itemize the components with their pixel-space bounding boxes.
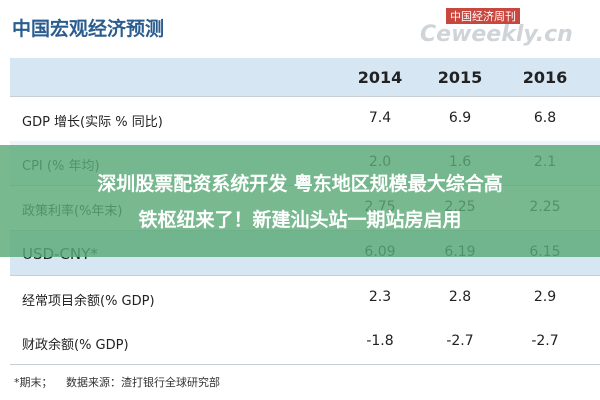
table-row: 财政余额(% GDP) -1.8 -2.7 -2.7 [10, 320, 600, 365]
column-header: 2015 [437, 68, 483, 87]
cell-value: 2.3 [368, 289, 392, 305]
overlay-text: 铁枢纽来了！新建汕头站一期站房启用 [138, 209, 462, 231]
cell-value: 6.9 [448, 110, 472, 126]
overlay-text: 深圳股票配资系统开发 粤东地区规模最大综合高 [97, 173, 503, 195]
footnote-source: 数据来源：渣打银行全球研究部 [66, 376, 220, 389]
footnote-mark: *期末； [14, 376, 53, 389]
cell-value: -1.8 [366, 333, 394, 349]
cell-value: 2.8 [448, 289, 472, 305]
cell-value: -2.7 [531, 333, 559, 349]
header-row: 2014 2015 2016 [10, 58, 600, 97]
overlay-banner: 深圳股票配资系统开发 粤东地区规模最大综合高 铁枢纽来了！新建汕头站一期站房启用 [0, 145, 600, 257]
row-label: GDP 增长(实际 % 同比) [22, 115, 163, 130]
watermark: Ceweekly.cn [420, 22, 573, 47]
column-header: 2016 [522, 68, 568, 87]
row-label: 经常项目余额(% GDP) [22, 294, 155, 309]
column-header: 2014 [357, 68, 403, 87]
cell-value: 6.8 [533, 110, 557, 126]
cell-value: 7.4 [368, 110, 392, 126]
title: 中国宏观经济预测 [12, 18, 165, 40]
cell-value: 2.9 [533, 289, 557, 305]
table-row: GDP 增长(实际 % 同比) 7.4 6.9 6.8 [10, 97, 600, 142]
row-label: 财政余额(% GDP) [22, 338, 129, 353]
watermark-badge: 中国经济周刊 [446, 8, 520, 24]
table-row: 经常项目余额(% GDP) 2.3 2.8 2.9 [10, 276, 600, 321]
cell-value: -2.7 [446, 333, 474, 349]
